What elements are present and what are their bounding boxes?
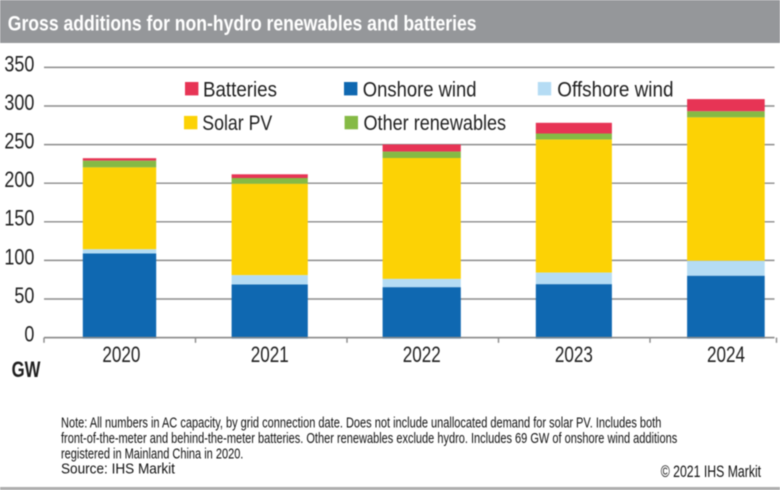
svg-text:Gross additions for non-hydro: Gross additions for non-hydro renewables… bbox=[8, 12, 477, 36]
svg-text:Other renewables: Other renewables bbox=[364, 112, 507, 136]
svg-text:100: 100 bbox=[4, 246, 34, 270]
svg-text:2022: 2022 bbox=[403, 343, 441, 368]
svg-text:Note: All numbers in AC capaci: Note: All numbers in AC capacity, by gri… bbox=[61, 414, 661, 431]
svg-text:200: 200 bbox=[4, 168, 34, 192]
svg-text:registered in Mainland China i: registered in Mainland China in 2020. bbox=[61, 445, 243, 462]
svg-text:2021: 2021 bbox=[251, 343, 289, 368]
svg-text:Batteries: Batteries bbox=[203, 78, 277, 101]
svg-text:2023: 2023 bbox=[555, 343, 593, 368]
svg-text:Source: IHS Markit: Source: IHS Markit bbox=[61, 460, 175, 476]
svg-text:front-of-the-meter and behind-: front-of-the-meter and behind-the-meter … bbox=[61, 430, 677, 447]
svg-text:2024: 2024 bbox=[707, 343, 745, 368]
svg-text:50: 50 bbox=[14, 284, 34, 308]
svg-text:Solar PV: Solar PV bbox=[202, 112, 272, 136]
svg-text:© 2021 IHS Markit: © 2021 IHS Markit bbox=[661, 463, 761, 481]
svg-text:2020: 2020 bbox=[102, 343, 140, 368]
svg-text:300: 300 bbox=[4, 91, 34, 115]
svg-text:0: 0 bbox=[24, 323, 34, 347]
svg-text:Offshore wind: Offshore wind bbox=[557, 78, 673, 101]
svg-text:GW: GW bbox=[12, 358, 41, 383]
svg-text:150: 150 bbox=[4, 207, 34, 231]
svg-text:250: 250 bbox=[4, 130, 34, 154]
svg-text:350: 350 bbox=[4, 53, 34, 77]
svg-text:Onshore wind: Onshore wind bbox=[363, 78, 477, 101]
